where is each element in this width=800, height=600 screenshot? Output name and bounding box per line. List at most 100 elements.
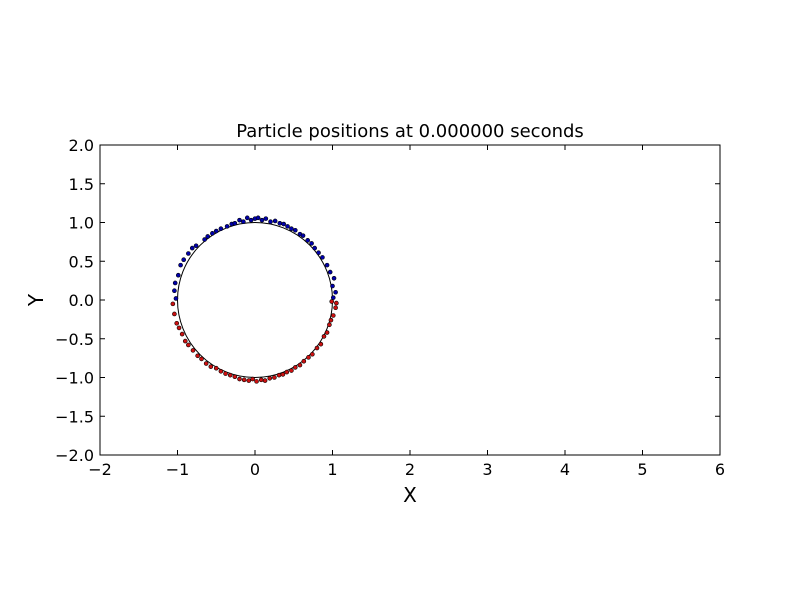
particle-marker [250,376,255,382]
particle-marker [327,322,332,328]
particle-marker [268,219,273,225]
particle-marker [330,295,336,300]
particle-marker [277,220,283,226]
x-tick-label: 1 [327,460,337,479]
particle-marker [232,374,238,380]
particle-marker [284,369,290,375]
particle-marker [172,311,177,317]
particle-marker [263,216,269,221]
particle-marker [213,365,219,371]
y-tick-label: −2.0 [55,446,94,465]
y-tick-label: 2.0 [69,136,94,155]
y-tick-label: −1.5 [55,407,94,426]
particle-marker [237,217,242,223]
particle-marker [281,221,286,227]
particle-marker [172,288,177,294]
particle-marker [312,245,317,251]
particle-marker [324,330,330,335]
particle-marker [203,361,209,366]
particle-marker [280,372,286,377]
particle-marker [237,376,242,382]
particle-marker [175,272,181,278]
particle-marker [189,245,195,251]
x-tick-label: −1 [166,460,190,479]
particle-marker [210,231,215,236]
particle-marker [259,217,265,223]
particle-marker [208,364,214,369]
particle-marker [195,353,200,359]
data-marks [170,215,339,384]
particle-marker [248,217,254,223]
particle-marker [181,257,186,263]
particle-marker [333,289,338,295]
particle-marker [289,226,294,231]
particle-marker [272,218,278,224]
particle-marker [232,220,238,226]
particle-marker [218,368,224,374]
particle-marker [297,362,303,368]
particle-marker [300,233,306,238]
y-tick-label: −1.0 [55,369,94,388]
particle-marker [190,348,196,353]
particle-marker [241,219,246,225]
particle-marker [285,224,290,229]
particle-marker [272,375,277,380]
x-tick-label: 6 [715,460,725,479]
particle-marker [331,275,337,281]
particle-marker [333,305,338,311]
particle-marker [224,224,230,229]
particle-marker [186,251,191,256]
particle-marker [262,378,268,383]
particle-marker [218,226,224,231]
particle-marker [172,280,178,286]
x-tick-label: 3 [482,460,492,479]
particle-marker [258,377,264,383]
particle-marker [199,356,204,362]
particle-marker [267,375,273,381]
particle-marker [318,341,324,347]
particle-marker [329,299,335,304]
particle-marker [173,296,179,301]
particle-marker [246,378,252,383]
y-axis: −2.0 −1.5 −1.0 −0.5 0.0 0.5 1.0 1.5 2.0 [55,136,720,465]
particle-marker [324,262,330,268]
particle-marker [301,358,307,364]
particle-marker [292,227,298,233]
particle-marker [330,283,335,289]
particle-marker [176,325,182,331]
y-tick-label: 0.5 [69,252,94,271]
y-tick-label: 1.0 [69,214,94,233]
particle-marker [213,228,219,234]
x-axis-label: X [403,483,417,507]
particle-marker [241,377,247,383]
particle-marker [223,371,228,376]
particle-marker [227,372,233,378]
particle-marker [186,342,191,348]
particle-marker [276,372,282,378]
particle-marker [174,320,180,326]
particle-marker [255,215,261,221]
particle-marker [321,334,327,339]
particle-marker [310,351,315,357]
particle-marker [244,215,250,221]
particle-marker [170,301,176,307]
particle-marker [305,238,311,243]
particle-marker [314,345,320,351]
x-tick-label: −2 [88,460,112,479]
particle-marker [316,250,321,256]
particle-marker [309,241,314,246]
x-axis: −2 −1 0 1 2 3 4 5 6 [88,145,725,479]
particle-marker [328,317,334,323]
particle-marker [179,331,185,337]
particle-marker [178,262,183,268]
x-tick-label: 2 [405,460,415,479]
particle-marker [289,368,294,373]
particle-marker [202,237,207,242]
x-tick-label: 0 [250,460,260,479]
particle-marker [327,269,333,275]
particle-marker [334,300,339,306]
particle-marker [292,365,298,370]
particle-marker [205,234,211,239]
